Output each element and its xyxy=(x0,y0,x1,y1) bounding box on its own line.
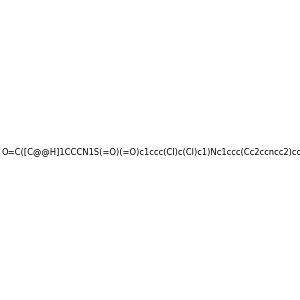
Text: O=C([C@@H]1CCCN1S(=O)(=O)c1ccc(Cl)c(Cl)c1)Nc1ccc(Cc2ccncc2)cc1: O=C([C@@H]1CCCN1S(=O)(=O)c1ccc(Cl)c(Cl)c… xyxy=(1,147,300,156)
